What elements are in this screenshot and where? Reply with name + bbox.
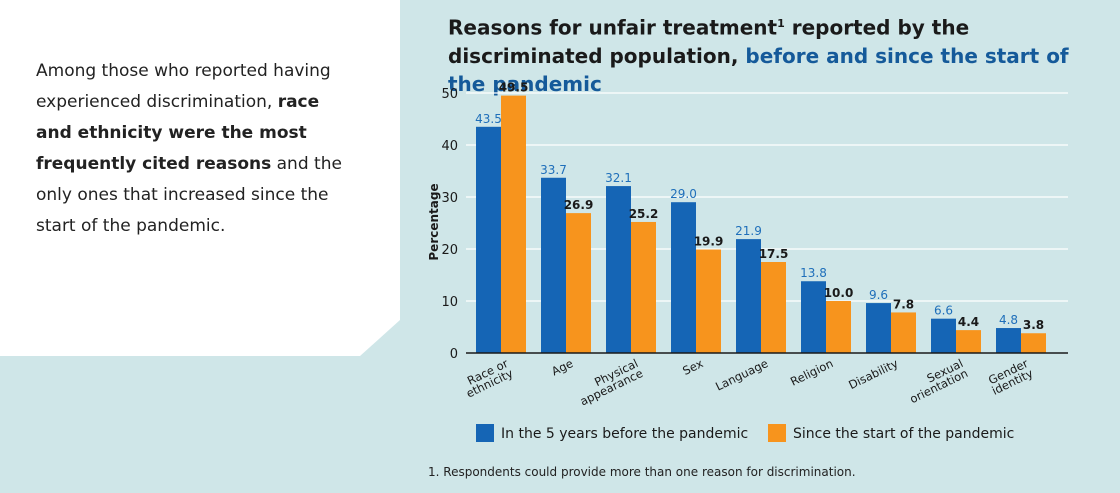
- bar-before: [996, 328, 1021, 353]
- legend-swatch-before: [476, 424, 494, 442]
- chart-title: Reasons for unfair treatment1 reported b…: [448, 10, 1108, 98]
- bar-before: [736, 239, 761, 353]
- y-axis-label: Percentage: [427, 183, 441, 260]
- legend-swatch-since: [768, 424, 786, 442]
- x-tick-label: Race orethnicity: [459, 356, 515, 401]
- data-label-before: 33.7: [540, 163, 567, 177]
- data-label-before: 43.5: [475, 112, 502, 126]
- x-tick-label-line: Language: [713, 356, 770, 393]
- y-tick-label: 40: [441, 139, 458, 154]
- bar-since: [891, 312, 916, 353]
- y-tick-label: 20: [441, 243, 458, 258]
- bar-since: [826, 301, 851, 353]
- x-tick-label: Sexualorientation: [903, 356, 971, 406]
- data-label-since: 17.5: [759, 247, 789, 261]
- bar-before: [541, 177, 566, 353]
- footnote: 1. Respondents could provide more than o…: [428, 465, 856, 479]
- data-label-before: 4.8: [999, 313, 1018, 327]
- data-label-before: 6.6: [934, 304, 953, 318]
- x-tick-label: Age: [549, 356, 575, 378]
- intro-part2: and the only ones that increased since t…: [36, 154, 342, 236]
- title-accent: before and since the start of the pandem…: [448, 43, 1069, 96]
- data-label-before: 9.6: [869, 288, 888, 302]
- bar-since: [566, 213, 591, 353]
- y-tick-label: 0: [450, 347, 458, 362]
- legend-label-since: Since the start of the pandemic: [793, 426, 1014, 442]
- legend-label-before: In the 5 years before the pandemic: [501, 426, 748, 442]
- y-tick-label: 10: [441, 295, 458, 310]
- bar-before: [866, 303, 891, 353]
- bar-since: [761, 262, 786, 353]
- x-tick-label: Sex: [680, 356, 705, 378]
- bar-since: [956, 330, 981, 353]
- y-tick-label: 30: [441, 191, 458, 206]
- data-label-before: 29.0: [670, 187, 697, 201]
- bar-before: [671, 202, 696, 353]
- data-label-since: 4.4: [958, 315, 979, 329]
- bar-since: [1021, 333, 1046, 353]
- data-label-before: 32.1: [605, 171, 632, 185]
- x-tick-label-line: Religion: [788, 356, 835, 389]
- data-label-before: 13.8: [800, 266, 827, 280]
- title-main2: reported by the discriminated population…: [448, 15, 970, 68]
- intro-bold: race and ethnicity were the most frequen…: [36, 92, 320, 174]
- title-sup: 1: [777, 17, 785, 30]
- bar-since: [631, 221, 656, 353]
- x-tick-label-line: Sex: [680, 356, 705, 378]
- data-label-before: 21.9: [735, 224, 762, 238]
- x-tick-label: Physicalappearance: [573, 356, 645, 408]
- bar-since: [696, 249, 721, 353]
- data-label-since: 10.0: [824, 286, 854, 300]
- data-label-since: 19.9: [694, 235, 724, 249]
- x-tick-label: Genderidentity: [985, 356, 1036, 398]
- intro-text: Among those who reported having experien…: [36, 56, 356, 242]
- bar-since: [501, 95, 526, 353]
- title-main: Reasons for unfair treatment: [448, 15, 778, 40]
- bar-before: [931, 318, 956, 353]
- intro-part1: Among those who reported having experien…: [36, 61, 331, 112]
- x-tick-label: Disability: [846, 356, 900, 392]
- data-label-since: 26.9: [564, 198, 594, 212]
- data-label-since: 25.2: [629, 207, 659, 221]
- data-label-since: 3.8: [1023, 318, 1044, 332]
- bar-before: [801, 281, 826, 353]
- bar-before: [476, 126, 501, 353]
- data-label-since: 49.5: [499, 81, 529, 95]
- x-tick-label: Language: [713, 356, 770, 393]
- x-tick-label-line: Age: [549, 356, 575, 378]
- x-tick-label-line: Disability: [846, 356, 900, 392]
- y-tick-label: 50: [441, 87, 458, 102]
- bar-before: [606, 186, 631, 353]
- data-label-since: 7.8: [893, 297, 914, 311]
- x-tick-label: Religion: [788, 356, 835, 389]
